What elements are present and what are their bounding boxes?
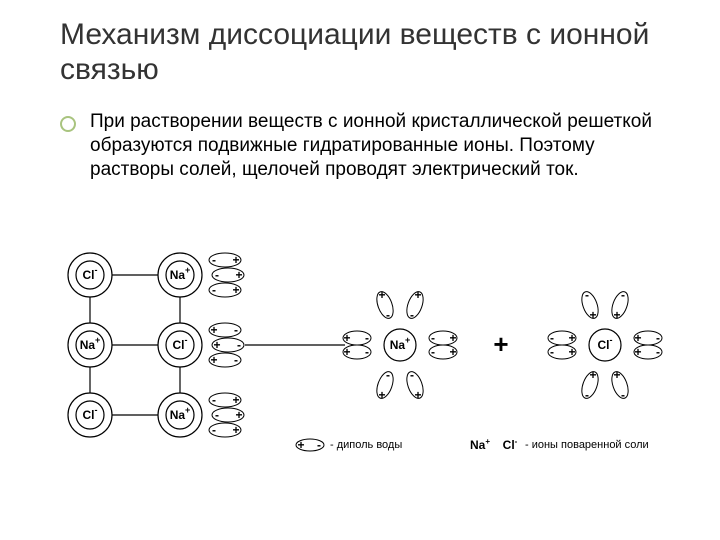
svg-text:Cl-: Cl- (83, 405, 98, 422)
svg-text:+: + (232, 423, 239, 437)
svg-text:-: - (234, 353, 238, 367)
lattice-ion-cl: Cl- (68, 253, 112, 297)
page-title: Механизм диссоциации веществ с ионной св… (60, 18, 720, 87)
plus-sign: + (493, 329, 508, 359)
svg-text:Cl-: Cl- (598, 335, 613, 352)
svg-text:+: + (210, 353, 217, 367)
hydrated-cl: Cl- +- +- +- +- +- +- +- +- (548, 288, 662, 402)
dipole: + - (209, 323, 241, 337)
dipole: - + (209, 423, 241, 437)
dipole: - + (212, 408, 244, 422)
dipole: - + (209, 253, 241, 267)
svg-text:-: - (212, 283, 216, 297)
lattice-ion-na: Na+ (158, 253, 202, 297)
svg-text:-: - (212, 423, 216, 437)
legend: + - - диполь воды Na+ Cl- - ионы поварен… (296, 437, 649, 453)
dipole: + - (209, 353, 241, 367)
svg-text:-: - (215, 408, 219, 422)
lattice-ion-na: Na+ (158, 393, 202, 437)
bullet-item: При растворении веществ с ионной кристал… (60, 110, 660, 181)
svg-text:+: + (414, 288, 421, 302)
lattice-ion-na: Na+ (68, 323, 112, 367)
svg-text:-: - (386, 368, 390, 382)
bullet-text: При растворении веществ с ионной кристал… (90, 110, 660, 181)
svg-text:+: + (613, 308, 620, 322)
svg-text:-: - (386, 308, 390, 322)
svg-text:-: - (585, 288, 589, 302)
legend-ions: Na+ Cl- - ионы поваренной соли (470, 437, 649, 453)
svg-text:+: + (634, 331, 641, 345)
svg-text:Na+: Na+ (470, 437, 490, 453)
svg-text:+: + (378, 288, 385, 302)
svg-text:-: - (585, 388, 589, 402)
svg-text:-: - (431, 331, 435, 345)
svg-text:+: + (232, 253, 239, 267)
hydrated-na: Na+ -+ -+ -+ -+ -+ -+ -+ -+ (343, 288, 457, 402)
dipole: + - (212, 338, 244, 352)
svg-text:-: - (215, 268, 219, 282)
lattice-ion-cl: Cl- (68, 393, 112, 437)
svg-text:-: - (365, 345, 369, 359)
svg-text:+: + (414, 388, 421, 402)
svg-text:+: + (568, 331, 575, 345)
svg-text:Cl-: Cl- (503, 437, 518, 453)
svg-text:+: + (449, 331, 456, 345)
svg-text:- ионы поваренной соли: - ионы поваренной соли (525, 439, 649, 451)
svg-text:+: + (232, 393, 239, 407)
svg-text:+: + (568, 345, 575, 359)
svg-text:+: + (297, 438, 304, 452)
svg-text:+: + (232, 283, 239, 297)
svg-text:Cl-: Cl- (83, 265, 98, 282)
attacking-dipoles: - + - + - + + - + - + - (209, 253, 244, 437)
svg-text:-: - (550, 345, 554, 359)
dipole: - + (212, 268, 244, 282)
svg-text:- диполь воды: - диполь воды (330, 439, 402, 451)
svg-text:+: + (589, 368, 596, 382)
svg-text:-: - (365, 331, 369, 345)
dissociation-diagram: Cl- Na+ Cl- Na+ Cl- Na+ (50, 245, 690, 525)
svg-text:-: - (237, 338, 241, 352)
svg-text:+: + (589, 308, 596, 322)
svg-text:Na+: Na+ (390, 335, 411, 352)
svg-text:+: + (343, 345, 350, 359)
svg-text:-: - (431, 345, 435, 359)
svg-text:+: + (449, 345, 456, 359)
lattice-col-1: Cl- Na+ Cl- (68, 253, 112, 437)
svg-text:-: - (656, 345, 660, 359)
svg-text:Na+: Na+ (80, 335, 101, 352)
svg-text:-: - (317, 438, 321, 452)
svg-text:+: + (613, 368, 620, 382)
svg-text:-: - (621, 288, 625, 302)
svg-text:+: + (634, 345, 641, 359)
svg-text:+: + (235, 408, 242, 422)
svg-text:-: - (234, 323, 238, 337)
lattice-ion-cl: Cl- (158, 323, 202, 367)
svg-text:-: - (621, 388, 625, 402)
svg-text:Na+: Na+ (170, 405, 191, 422)
svg-text:-: - (656, 331, 660, 345)
bullet-ring-icon (60, 116, 76, 132)
svg-text:+: + (378, 388, 385, 402)
svg-text:+: + (213, 338, 220, 352)
lattice-col-2: Na+ Cl- Na+ (158, 253, 202, 437)
svg-text:Cl-: Cl- (173, 335, 188, 352)
svg-text:-: - (550, 331, 554, 345)
svg-text:-: - (410, 308, 414, 322)
svg-text:+: + (343, 331, 350, 345)
svg-text:+: + (235, 268, 242, 282)
svg-text:-: - (212, 253, 216, 267)
svg-text:Na+: Na+ (170, 265, 191, 282)
dipole: - + (209, 393, 241, 407)
svg-text:-: - (212, 393, 216, 407)
legend-dipole: + - - диполь воды (296, 438, 402, 452)
dipole: - + (209, 283, 241, 297)
svg-text:+: + (210, 323, 217, 337)
svg-text:-: - (410, 368, 414, 382)
